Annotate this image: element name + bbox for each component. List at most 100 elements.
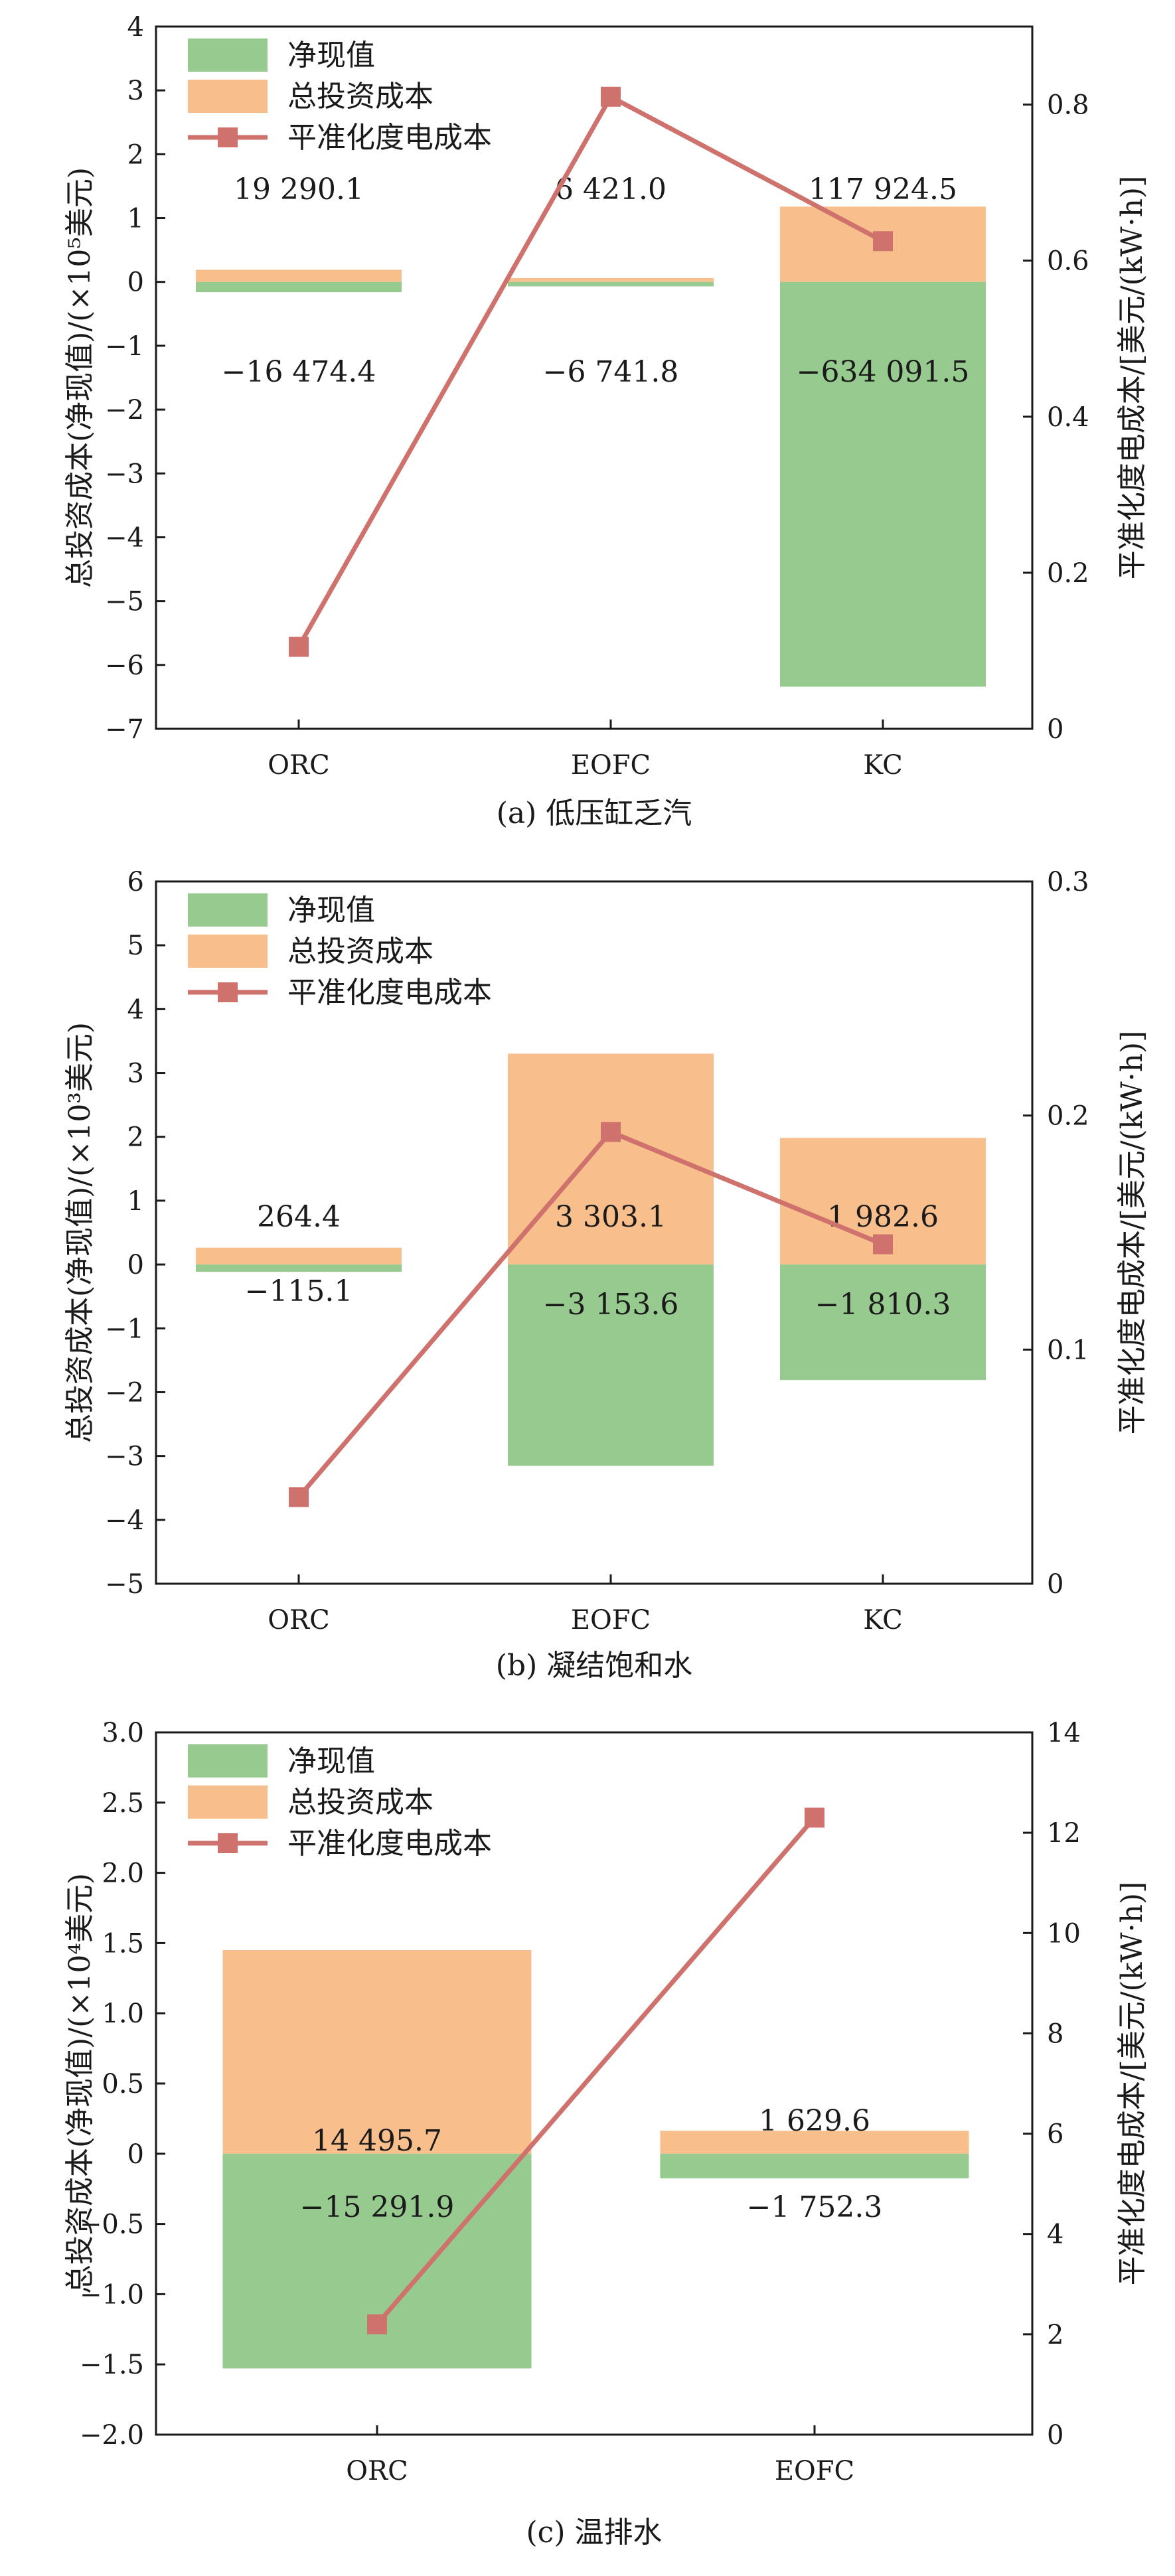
right-tick-label: 2	[1047, 2320, 1063, 2350]
right-tick-label: 12	[1047, 1818, 1081, 1849]
data-label-npv-orc: −115.1	[245, 1274, 353, 1308]
right-tick-label: 0	[1047, 2420, 1063, 2451]
data-label-npv-orc: −16 474.4	[222, 355, 376, 389]
bar-tic-orc	[222, 1949, 532, 2154]
plot-frame	[155, 880, 1034, 1585]
left-tick-label: 1.0	[102, 1999, 144, 2029]
lcoe-marker-orc	[367, 2314, 387, 2334]
data-label-tic-eofc: 3 303.1	[555, 1200, 666, 1234]
y-axis-label-right: 平准化度电成本/[美元/(kW·h)]	[1115, 176, 1149, 580]
right-tick-label: 10	[1047, 1918, 1081, 1949]
left-tick-label: −2.0	[80, 2420, 144, 2451]
chart-panel-3: 14 495.7 −15 291.9 1 629.6 −1 752.3 −2.0 −1.5…	[63, 1718, 1149, 2549]
right-tick-label: 6	[1047, 2119, 1063, 2150]
left-tick-label: −4	[105, 522, 144, 553]
bar-npv-orc	[196, 281, 402, 293]
x-tick-label-kc: KC	[863, 750, 902, 781]
right-tick-label: 0.8	[1047, 90, 1089, 121]
lcoe-marker-kc	[873, 231, 893, 252]
left-tick-label: 2.0	[102, 1858, 144, 1889]
data-label-npv-eofc: −1 752.3	[747, 2190, 883, 2224]
legend-label-lcoe: 平准化度电成本	[287, 121, 492, 155]
right-tick-label: 4	[1047, 2220, 1063, 2250]
right-tick-label: 14	[1047, 1718, 1081, 1748]
lcoe-marker-orc	[289, 1487, 309, 1507]
bar-npv-eofc	[660, 2153, 969, 2178]
legend-label-npv: 净现值	[287, 38, 375, 72]
legend-swatch-npv	[188, 38, 268, 72]
legend-label-npv: 净现值	[287, 1744, 375, 1778]
right-tick-label: 8	[1047, 2018, 1063, 2049]
bar-npv-orc	[222, 2153, 532, 2369]
legend-swatch-npv	[188, 1744, 268, 1778]
chart-panel-2: 264.4−115.13 303.1−3 153.61 982.6−1 810.…	[63, 867, 1149, 1683]
left-tick-label: −2	[105, 1377, 144, 1408]
left-tick-label: 4	[127, 12, 144, 42]
left-tick-label: −1	[105, 331, 144, 362]
left-tick-label: −3	[105, 459, 144, 489]
legend-label-tic: 总投资成本	[287, 1785, 433, 1819]
data-label-npv-kc: −634 091.5	[797, 355, 970, 389]
bar-tic-eofc	[508, 277, 714, 282]
right-tick-label: 0.1	[1047, 1335, 1089, 1365]
left-tick-label: 0	[127, 1250, 144, 1280]
bar-tic-orc	[196, 1247, 402, 1265]
left-tick-label: 2	[127, 1122, 144, 1153]
data-label-npv-kc: −1 810.3	[815, 1288, 951, 1322]
x-tick-label-eofc: EOFC	[571, 1605, 651, 1635]
y-axis-label-left: 总投资成本(净现值)/(×10³美元)	[63, 1022, 97, 1443]
left-tick-label: 2	[127, 139, 144, 170]
legend-marker-lcoe	[218, 127, 238, 147]
left-tick-label: 0	[127, 267, 144, 298]
right-tick-label: 0.3	[1047, 867, 1089, 897]
right-tick-label: 0.4	[1047, 402, 1089, 433]
bar-tic-eofc	[660, 2131, 969, 2154]
legend-swatch-tic	[188, 1785, 268, 1819]
x-tick-label-orc: ORC	[346, 2456, 408, 2486]
x-tick-label-orc: ORC	[268, 750, 330, 781]
lcoe-marker-eofc	[805, 1807, 824, 1828]
bar-npv-kc	[780, 281, 986, 687]
left-tick-label: −1	[105, 1314, 144, 1344]
lcoe-marker-eofc	[601, 1122, 621, 1142]
panel-caption: (c) 温排水	[526, 2516, 663, 2549]
lcoe-marker-eofc	[601, 86, 621, 107]
left-tick-label: 0	[127, 2139, 144, 2170]
data-label-tic-eofc: 1 629.6	[759, 2104, 870, 2138]
legend-marker-lcoe	[218, 982, 238, 1002]
left-tick-label: 6	[127, 867, 144, 897]
data-label-tic-orc: 19 290.1	[234, 173, 364, 206]
legend-swatch-tic	[188, 80, 268, 113]
legend-swatch-tic	[188, 935, 268, 968]
data-label-npv-eofc: −6 741.8	[543, 355, 679, 389]
left-tick-label: −6	[105, 650, 144, 681]
bar-npv-eofc	[508, 1264, 714, 1466]
left-tick-label: 3.0	[102, 1718, 144, 1748]
right-tick-label: 0.6	[1047, 246, 1089, 277]
panel-caption: (a) 低压缸乏汽	[497, 796, 692, 830]
x-tick-label-eofc: EOFC	[775, 2456, 854, 2486]
left-tick-label: −5	[105, 1569, 144, 1600]
left-tick-label: 1	[127, 204, 144, 234]
x-tick-label-orc: ORC	[268, 1605, 330, 1635]
legend-label-npv: 净现值	[287, 893, 375, 927]
legend-label-tic: 总投资成本	[287, 80, 433, 114]
bar-npv-orc	[196, 1264, 402, 1272]
legend-label-lcoe: 平准化度电成本	[287, 1827, 492, 1860]
left-tick-label: 3	[127, 1059, 144, 1089]
data-label-tic-orc: 14 495.7	[312, 2124, 442, 2158]
bar-npv-kc	[780, 1264, 986, 1381]
legend-label-lcoe: 平准化度电成本	[287, 976, 492, 1010]
y-axis-label-left: 总投资成本(净现值)/(×10⁴美元)	[63, 1873, 97, 2294]
x-tick-label-eofc: EOFC	[571, 750, 651, 781]
lcoe-marker-kc	[873, 1234, 893, 1254]
bar-tic-orc	[196, 269, 402, 282]
plot-frame	[155, 25, 1034, 730]
right-tick-label: 0	[1047, 714, 1063, 745]
left-tick-label: −3	[105, 1442, 144, 1472]
left-tick-label: 2.5	[102, 1788, 144, 1819]
x-tick-label-kc: KC	[863, 1605, 902, 1635]
lcoe-marker-orc	[289, 637, 309, 657]
